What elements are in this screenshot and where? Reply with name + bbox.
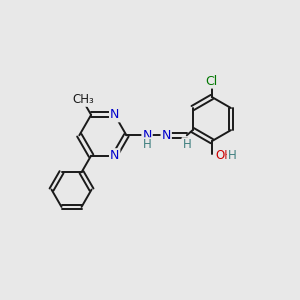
Text: N: N <box>110 149 119 162</box>
Text: H: H <box>143 138 152 151</box>
Text: N: N <box>161 129 171 142</box>
Text: Cl: Cl <box>206 75 218 88</box>
Text: CH₃: CH₃ <box>72 93 94 106</box>
Text: H: H <box>182 138 191 151</box>
Text: H: H <box>228 149 236 162</box>
Text: N: N <box>142 129 152 142</box>
Text: N: N <box>110 108 119 122</box>
Text: OH: OH <box>215 149 233 162</box>
